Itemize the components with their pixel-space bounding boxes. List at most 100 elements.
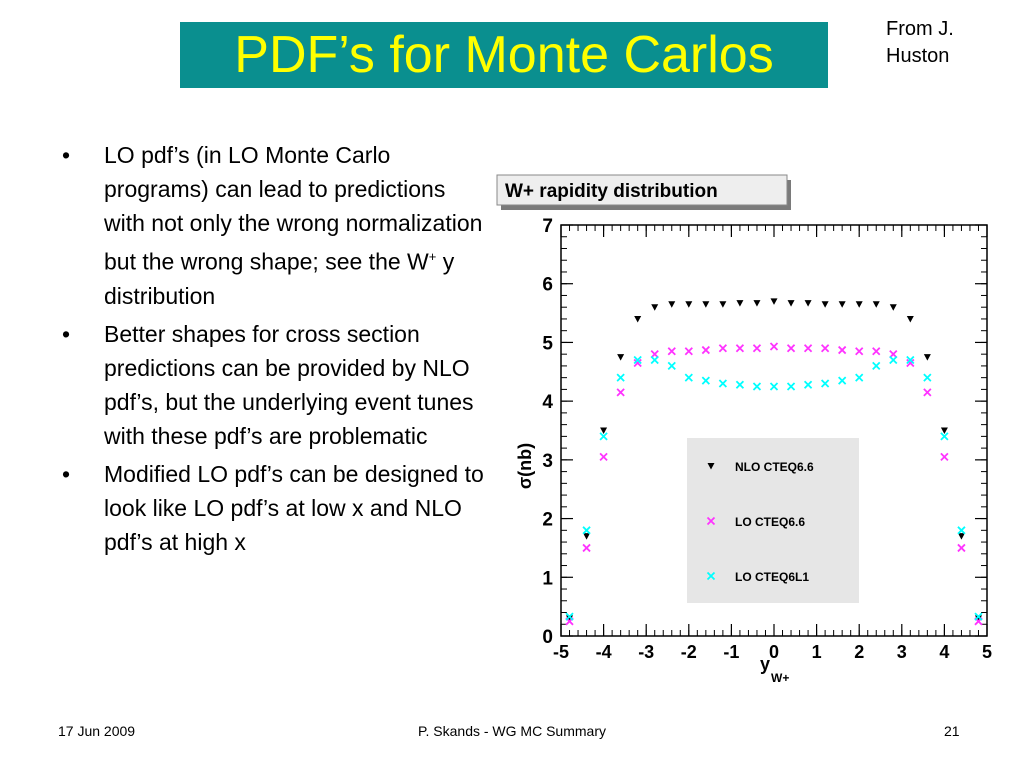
data-point-series-1 bbox=[855, 347, 864, 356]
y-tick-label: 0 bbox=[542, 627, 553, 648]
data-point-series-2 bbox=[940, 432, 949, 441]
bullet-text: Better shapes for cross section predicti… bbox=[104, 320, 474, 449]
data-point-series-2 bbox=[923, 373, 932, 382]
x-tick-label: 1 bbox=[812, 642, 822, 662]
bullet-glyph: • bbox=[62, 320, 71, 347]
data-point-series-0 bbox=[889, 304, 897, 311]
data-point-series-1 bbox=[633, 358, 642, 368]
data-point-series-0 bbox=[940, 427, 948, 434]
data-point-series-1 bbox=[667, 347, 676, 356]
x-tick-label: -4 bbox=[596, 642, 612, 662]
data-point-series-0 bbox=[974, 615, 982, 622]
data-point-series-0 bbox=[906, 315, 914, 323]
data-point-series-0 bbox=[617, 354, 625, 361]
x-tick-label: 5 bbox=[982, 642, 992, 662]
y-tick-label: 2 bbox=[542, 510, 553, 531]
data-point-series-0 bbox=[838, 301, 846, 308]
data-point-series-2 bbox=[786, 382, 796, 391]
data-point-series-2 bbox=[718, 379, 728, 388]
data-point-series-1 bbox=[684, 347, 693, 356]
legend-marker bbox=[706, 571, 716, 581]
chart-title: W+ rapidity distribution bbox=[505, 181, 718, 202]
data-point-series-2 bbox=[650, 355, 659, 365]
data-point-series-2 bbox=[701, 376, 710, 385]
data-point-series-1 bbox=[803, 344, 813, 353]
data-point-series-2 bbox=[889, 355, 898, 365]
x-tick-label: -3 bbox=[638, 642, 654, 662]
y-tick-label: 5 bbox=[542, 333, 553, 354]
data-point-series-2 bbox=[565, 612, 574, 621]
y-tick-label: 1 bbox=[542, 568, 553, 589]
legend-marker bbox=[707, 463, 715, 470]
bullet-item: • Modified LO pdf’s can be designed to l… bbox=[62, 457, 492, 559]
data-point-series-2 bbox=[752, 382, 762, 391]
data-point-series-1 bbox=[599, 452, 608, 462]
credit-note: From J. Huston bbox=[886, 16, 1006, 70]
footer-page-number: 21 bbox=[944, 723, 960, 739]
data-point-series-0 bbox=[685, 301, 693, 308]
data-point-series-2 bbox=[872, 361, 881, 371]
data-point-series-0 bbox=[583, 533, 591, 540]
data-point-series-0 bbox=[566, 615, 574, 622]
bullet-list: • LO pdf’s (in LO Monte Carlo programs) … bbox=[62, 138, 492, 563]
data-point-series-1 bbox=[906, 358, 915, 368]
slide-title: PDF’s for Monte Carlos bbox=[234, 26, 774, 84]
rapidity-chart: W+ rapidity distribution 0 1 2 3 4 5 6 7 -5 -4 -3… bbox=[496, 174, 992, 685]
credit-line-2: Huston bbox=[886, 45, 950, 67]
data-point-series-2 bbox=[974, 612, 983, 621]
data-point-series-1 bbox=[940, 452, 949, 462]
x-tick-label: 4 bbox=[939, 642, 949, 662]
data-point-series-2 bbox=[769, 382, 779, 391]
data-point-series-2 bbox=[667, 361, 676, 371]
data-point-series-2 bbox=[633, 355, 642, 365]
bullet-glyph: • bbox=[62, 142, 71, 168]
data-point-series-1 bbox=[872, 347, 881, 356]
data-point-series-0 bbox=[753, 300, 761, 307]
data-point-series-1 bbox=[838, 345, 847, 355]
data-point-series-2 bbox=[906, 355, 915, 365]
legend-label: NLO CTEQ6.6 bbox=[735, 460, 814, 474]
data-point-series-0 bbox=[719, 301, 727, 308]
data-point-series-2 bbox=[820, 379, 830, 388]
data-point-series-0 bbox=[600, 427, 608, 434]
y-tick-label: 3 bbox=[542, 451, 553, 472]
bullet-item: • LO pdf’s (in LO Monte Carlo programs) … bbox=[62, 138, 492, 313]
data-point-series-1 bbox=[701, 345, 710, 355]
y-tick-label: 4 bbox=[542, 392, 553, 413]
data-point-series-1 bbox=[735, 344, 745, 353]
bullet-item: • Better shapes for cross section predic… bbox=[62, 317, 492, 453]
y-axis-label: σ(nb) bbox=[515, 443, 535, 489]
x-tick-label: 0 bbox=[769, 642, 779, 662]
data-point-series-1 bbox=[616, 388, 625, 397]
x-tick-label: -5 bbox=[553, 642, 569, 662]
footer-center: P. Skands - WG MC Summary bbox=[417, 723, 606, 739]
legend-label: LO CTEQ6.6 bbox=[735, 515, 805, 529]
data-point-series-2 bbox=[855, 373, 864, 382]
data-point-series-2 bbox=[735, 380, 745, 389]
data-point-series-1 bbox=[718, 344, 728, 353]
data-point-series-1 bbox=[957, 543, 966, 553]
title-banner: PDF’s for Monte Carlos bbox=[180, 22, 828, 88]
data-point-series-2 bbox=[838, 376, 847, 385]
x-tick-label: -1 bbox=[723, 642, 739, 662]
data-point-series-0 bbox=[651, 304, 659, 311]
data-point-series-2 bbox=[599, 432, 608, 441]
chart-title-box: W+ rapidity distribution bbox=[496, 174, 791, 210]
x-axis-label: y bbox=[760, 654, 770, 674]
data-point-series-1 bbox=[923, 388, 932, 397]
x-axis: -5 -4 -3 -2 -1 0 1 2 3 4 5 bbox=[553, 225, 992, 662]
y-tick-label: 6 bbox=[542, 275, 553, 296]
footer-date: 17 Jun 2009 bbox=[58, 723, 136, 739]
data-point-series-0 bbox=[668, 301, 676, 308]
data-point-series-0 bbox=[702, 301, 710, 308]
bullet-text: Modified LO pdf’s can be designed to loo… bbox=[104, 460, 484, 555]
x-tick-label: -2 bbox=[681, 642, 697, 662]
bullet-glyph: • bbox=[62, 460, 71, 487]
legend-box bbox=[687, 438, 859, 603]
credit-line-1: From J. bbox=[886, 18, 954, 40]
data-point-series-1 bbox=[752, 344, 762, 353]
data-point-series-0 bbox=[736, 300, 744, 307]
data-point-series-0 bbox=[855, 301, 863, 308]
data-point-series-2 bbox=[957, 526, 966, 535]
bullet-text: LO pdf’s (in LO Monte Carlo programs) ca… bbox=[104, 142, 483, 275]
